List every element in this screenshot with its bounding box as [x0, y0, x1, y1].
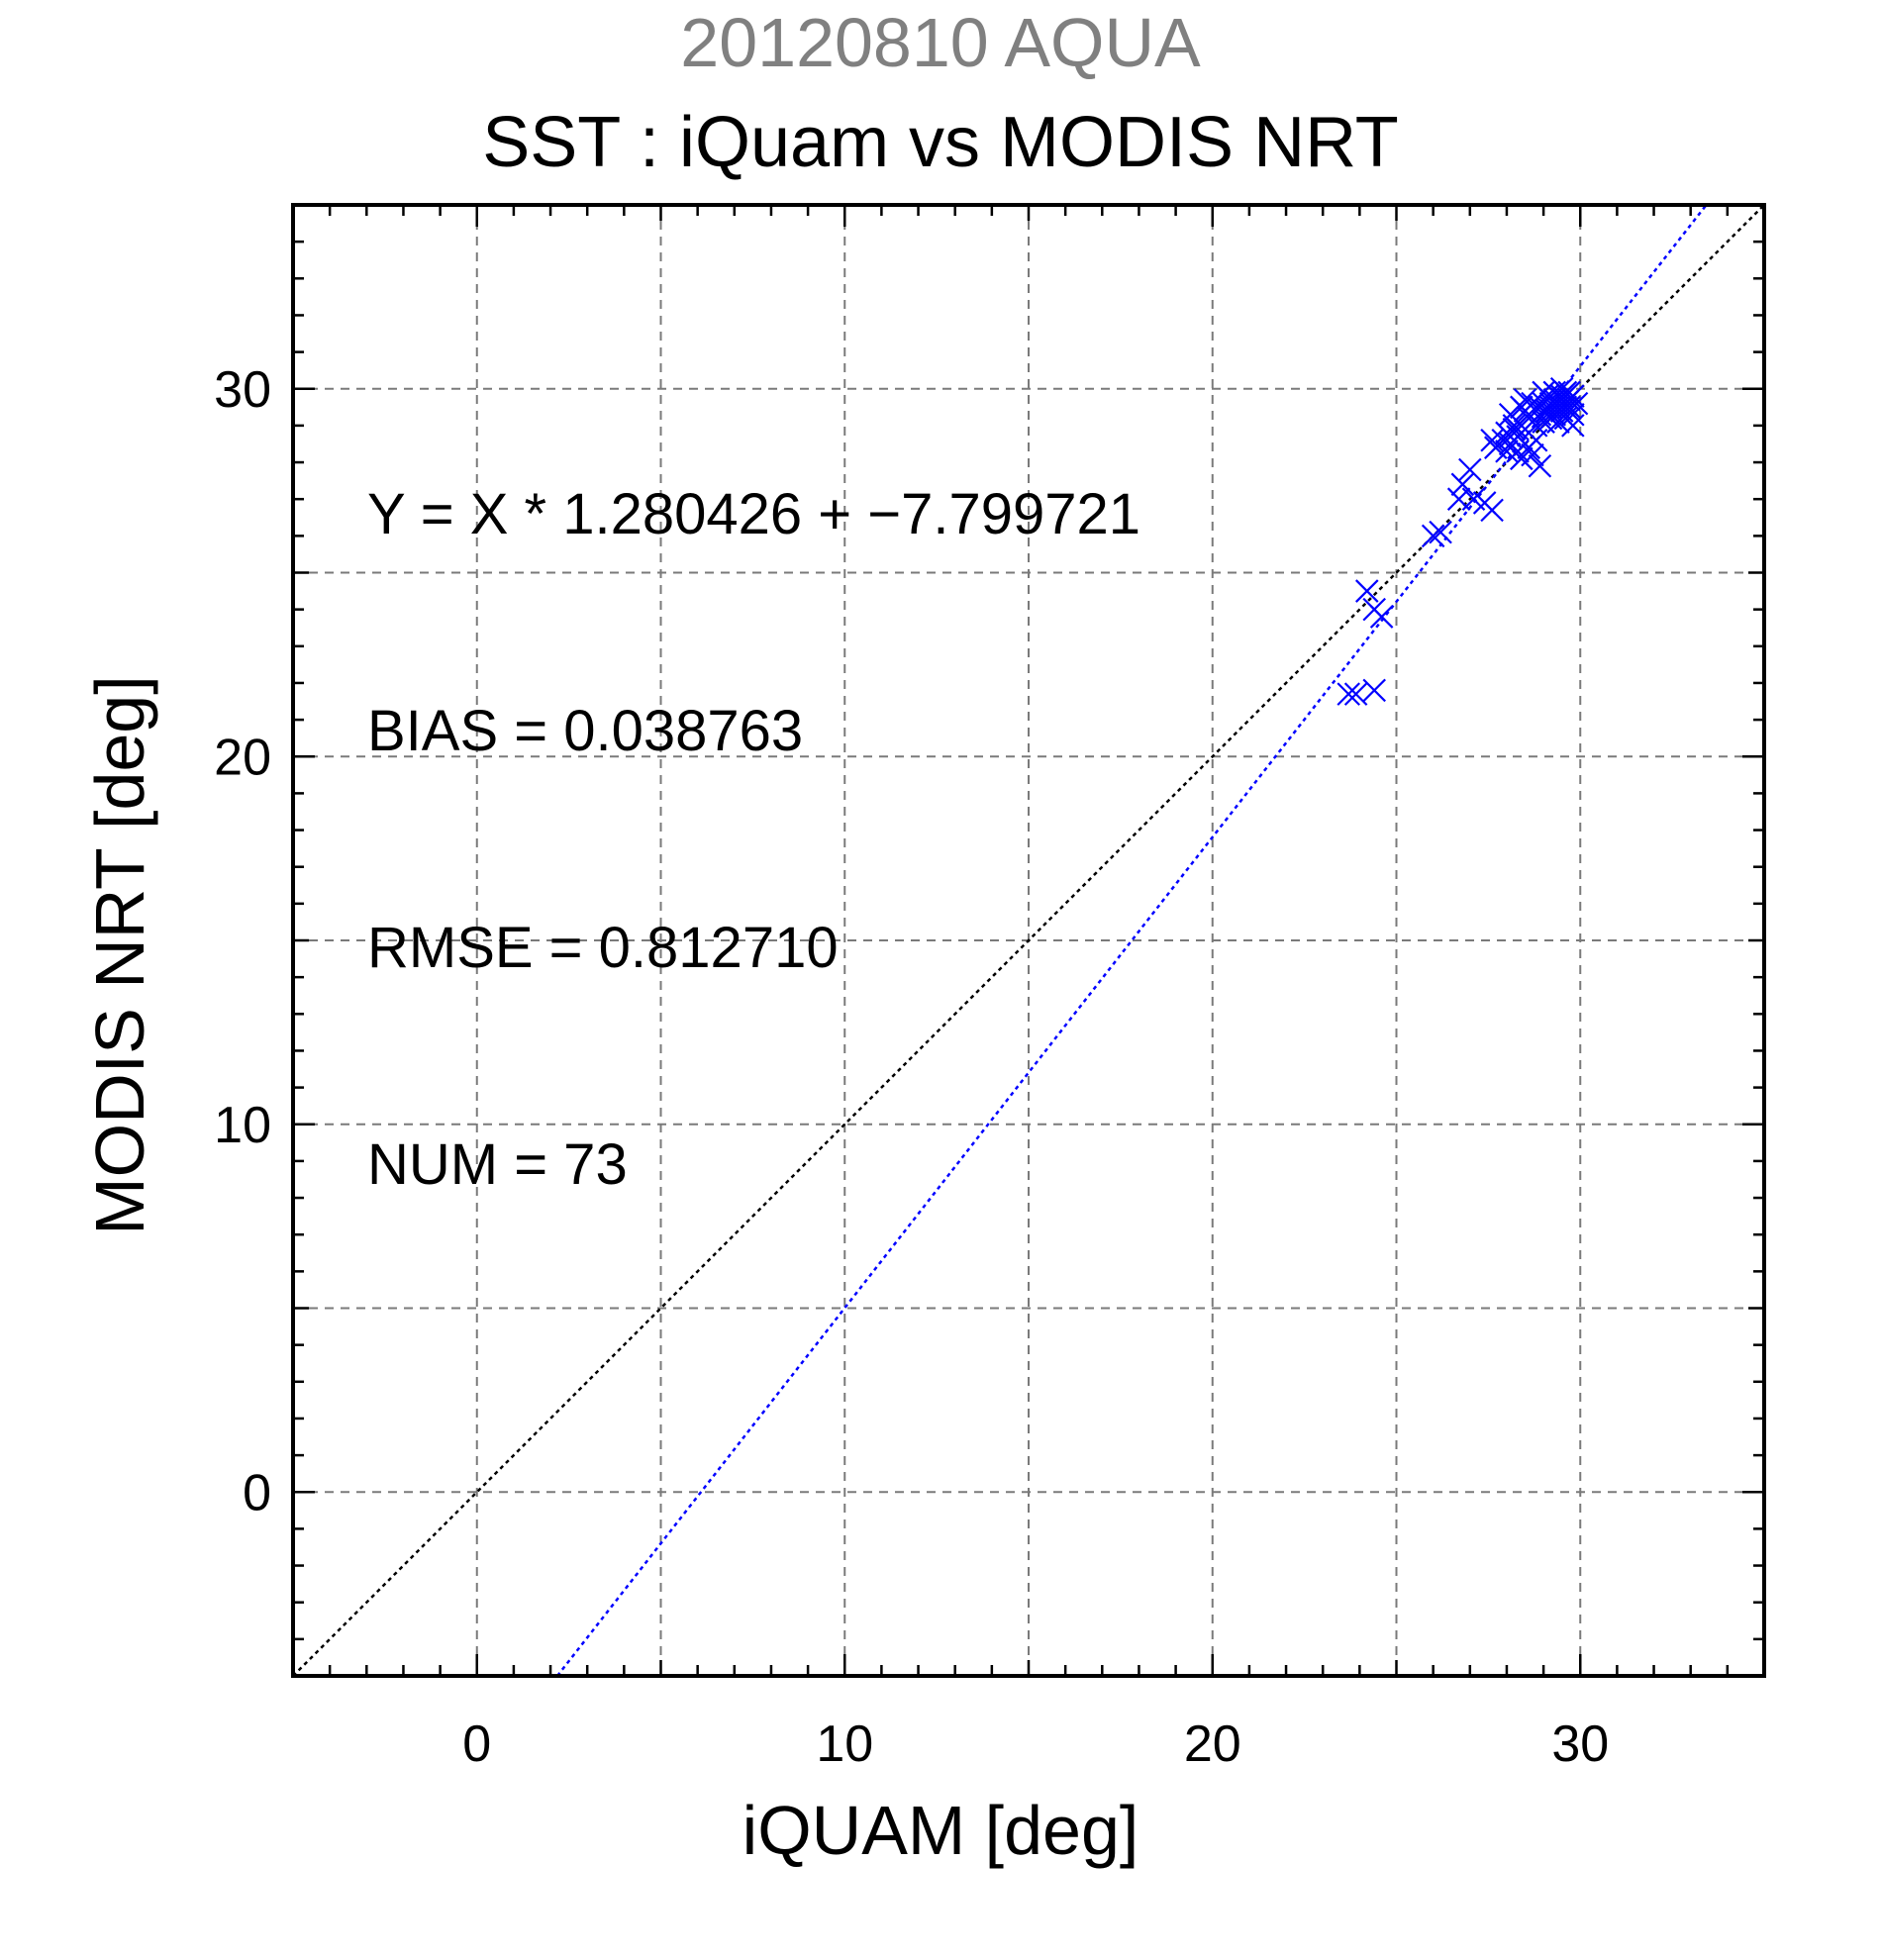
data-point — [1480, 498, 1504, 523]
axis-ticks — [293, 205, 1764, 1676]
reference-line-1to1 — [292, 204, 1765, 1677]
y-axis-label: MODIS NRT [deg] — [81, 675, 158, 1235]
data-point — [1495, 440, 1519, 463]
data-point — [1521, 442, 1544, 467]
stats-annotation: Y = X * 1.280426 + −7.799721 BIAS = 0.03… — [367, 334, 1140, 1345]
data-point — [1524, 428, 1548, 452]
data-point — [1480, 428, 1504, 452]
data-point — [1528, 453, 1552, 478]
tick-labels: 0 10 20 30 0 10 20 30 — [214, 361, 1609, 1773]
data-point — [1421, 524, 1445, 548]
regression-line-layer — [555, 204, 1708, 1677]
regression-line — [555, 204, 1708, 1677]
num-value: NUM = 73 — [367, 1132, 628, 1197]
data-point — [1535, 399, 1559, 423]
data-point — [1532, 399, 1555, 423]
data-point — [1513, 388, 1537, 412]
data-point — [1517, 402, 1541, 427]
y-tick-label: 10 — [214, 1097, 271, 1154]
scatter-points — [1336, 376, 1589, 706]
x-tick-label: 10 — [816, 1715, 873, 1773]
data-point — [1450, 472, 1475, 497]
y-tick-label: 30 — [214, 361, 271, 419]
data-point — [1336, 682, 1360, 706]
data-point — [1362, 678, 1386, 703]
chart-supertitle: 20120810 AQUA — [680, 4, 1201, 81]
x-tick-label: 30 — [1551, 1715, 1609, 1773]
rmse-value: RMSE = 0.812710 — [367, 916, 839, 980]
bias-value: BIAS = 0.038763 — [367, 699, 804, 763]
data-point — [1458, 457, 1482, 482]
regression-equation: Y = X * 1.280426 + −7.799721 — [367, 482, 1141, 546]
y-tick-label: 0 — [243, 1464, 271, 1521]
data-point — [1561, 414, 1585, 438]
x-axis-label: iQUAM [deg] — [742, 1792, 1139, 1869]
data-point — [1429, 520, 1452, 544]
x-tick-label: 20 — [1184, 1715, 1241, 1773]
reference-line-layer — [292, 204, 1765, 1677]
x-tick-label: 0 — [462, 1715, 491, 1773]
data-point — [1369, 605, 1394, 629]
chart-title: SST : iQuam vs MODIS NRT — [482, 103, 1399, 182]
data-point — [1355, 579, 1379, 603]
data-point — [1498, 425, 1523, 448]
y-tick-label: 20 — [214, 729, 271, 786]
grid-lines — [293, 205, 1764, 1676]
data-point — [1343, 682, 1368, 706]
data-point — [1553, 395, 1578, 420]
